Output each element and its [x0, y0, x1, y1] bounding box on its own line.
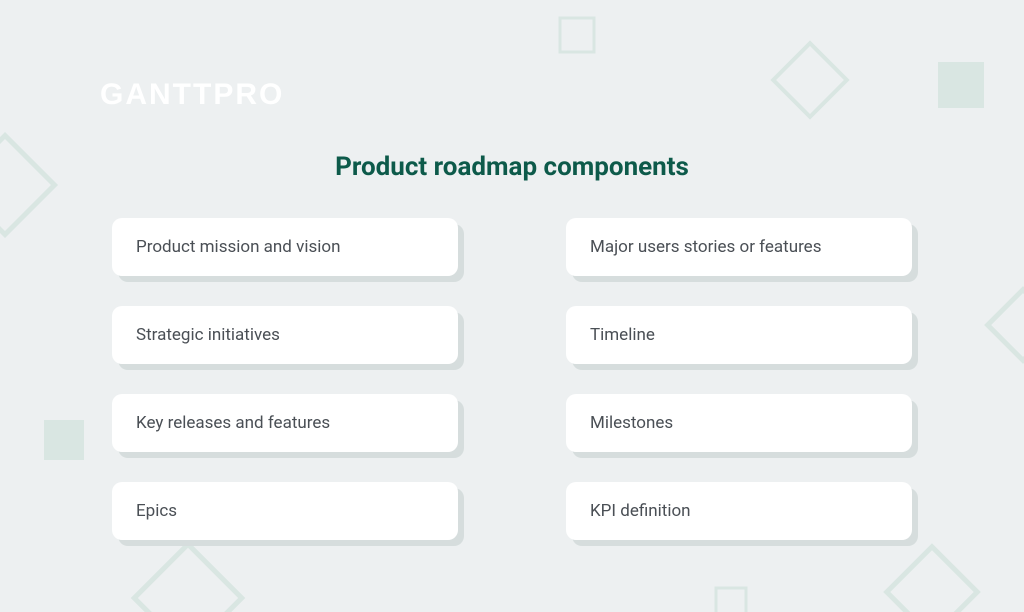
component-card: Milestones: [566, 394, 912, 452]
component-card: Product mission and vision: [112, 218, 458, 276]
component-label: Major users stories or features: [590, 237, 821, 257]
component-card: Key releases and features: [112, 394, 458, 452]
component-label: Strategic initiatives: [136, 325, 280, 345]
component-label: Product mission and vision: [136, 237, 340, 257]
component-card: Epics: [112, 482, 458, 540]
component-label: Key releases and features: [136, 413, 330, 433]
component-label: Milestones: [590, 413, 673, 433]
component-label: KPI definition: [590, 501, 691, 521]
component-card: Major users stories or features: [566, 218, 912, 276]
component-card: Timeline: [566, 306, 912, 364]
component-card: KPI definition: [566, 482, 912, 540]
brand-logo: GANTTPRO: [100, 78, 284, 112]
component-card: Strategic initiatives: [112, 306, 458, 364]
infographic-canvas: GANTTPRO Product roadmap components Prod…: [0, 0, 1024, 612]
component-label: Timeline: [590, 325, 655, 345]
page-title: Product roadmap components: [0, 152, 1024, 182]
components-grid: Product mission and vision Strategic ini…: [112, 218, 912, 540]
component-label: Epics: [136, 501, 177, 521]
